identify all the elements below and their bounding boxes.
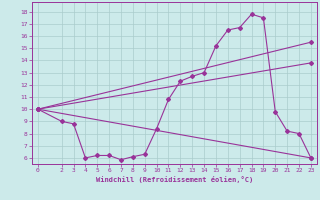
X-axis label: Windchill (Refroidissement éolien,°C): Windchill (Refroidissement éolien,°C) [96, 176, 253, 183]
